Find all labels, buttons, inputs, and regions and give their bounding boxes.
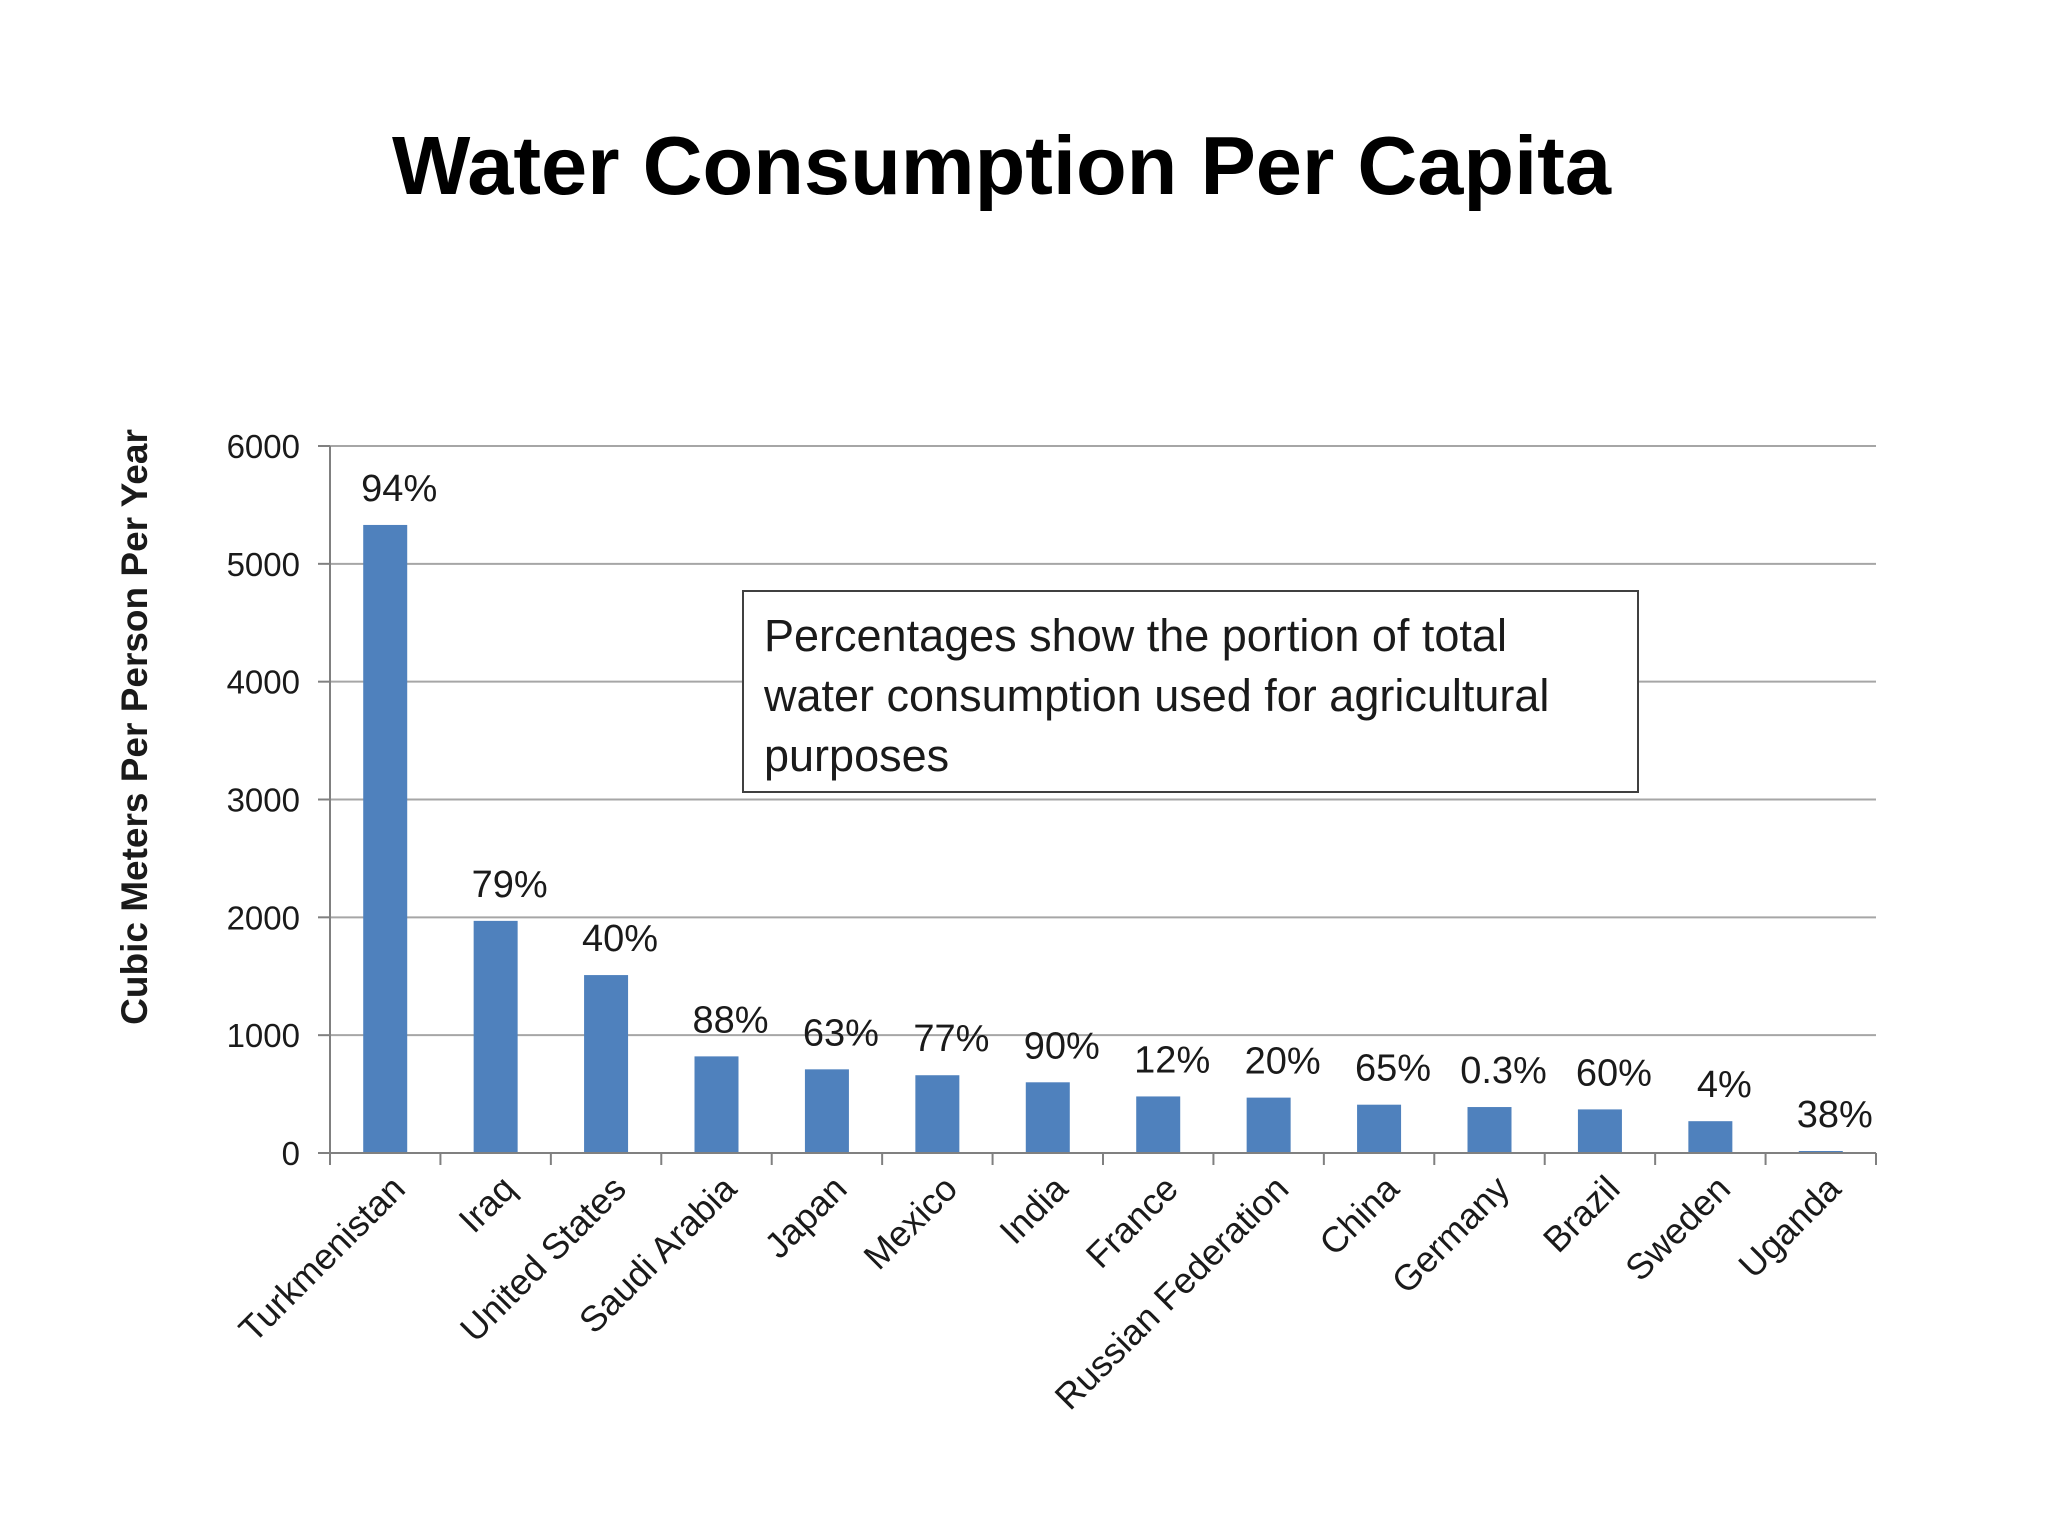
bar bbox=[1136, 1096, 1181, 1153]
y-tick-label: 0 bbox=[282, 1135, 300, 1172]
bar bbox=[1467, 1107, 1512, 1153]
x-tick-label: France bbox=[1078, 1168, 1186, 1276]
bar bbox=[363, 524, 408, 1153]
x-tick-label: Sweden bbox=[1617, 1168, 1738, 1289]
y-tick-label: 1000 bbox=[227, 1017, 300, 1054]
bar bbox=[1025, 1082, 1070, 1153]
y-tick-label: 3000 bbox=[227, 782, 300, 819]
y-tick-label: 2000 bbox=[227, 899, 300, 936]
annotation-text: Percentages show the portion of total wa… bbox=[764, 610, 1550, 781]
data-label: 90% bbox=[1024, 1025, 1100, 1067]
data-label: 40% bbox=[582, 918, 658, 960]
bar bbox=[584, 975, 629, 1153]
x-axis bbox=[329, 446, 1877, 1165]
bar bbox=[1577, 1109, 1622, 1153]
page-title: Water Consumption Per Capita bbox=[392, 119, 1611, 212]
bar bbox=[694, 1056, 739, 1153]
data-label: 65% bbox=[1355, 1048, 1431, 1090]
bar bbox=[1246, 1097, 1291, 1153]
data-label: 38% bbox=[1797, 1094, 1873, 1136]
y-axis-label: Cubic Meters Per Person Per Year bbox=[114, 429, 155, 1025]
data-label: 63% bbox=[803, 1012, 879, 1054]
x-tick-label: Brazil bbox=[1535, 1168, 1628, 1261]
x-tick-label: Iraq bbox=[450, 1168, 523, 1241]
bars bbox=[363, 524, 1843, 1153]
x-tick-label: India bbox=[991, 1167, 1076, 1252]
annotation-box: Percentages show the portion of total wa… bbox=[742, 590, 1639, 793]
y-tick-label: 4000 bbox=[227, 664, 300, 701]
y-tick-label: 5000 bbox=[227, 546, 300, 583]
x-tick-label: Uganda bbox=[1730, 1167, 1849, 1286]
bar bbox=[804, 1069, 849, 1153]
data-label: 77% bbox=[913, 1018, 989, 1060]
data-label: 94% bbox=[361, 468, 437, 510]
y-axis-ticks: 0 1000 2000 3000 4000 5000 6000 bbox=[227, 428, 330, 1172]
bar bbox=[915, 1075, 960, 1153]
x-tick-label: Mexico bbox=[855, 1168, 965, 1278]
data-label: 79% bbox=[472, 864, 548, 906]
x-tick-label: Japan bbox=[756, 1168, 854, 1266]
x-tick-label: China bbox=[1311, 1167, 1407, 1263]
data-labels: 94% 79% 40% 88% 63% 77% 90% 12% 20% 65% 0.3% 60% 4% 3… bbox=[361, 468, 1873, 1136]
data-label: 12% bbox=[1134, 1039, 1210, 1081]
y-tick-label: 6000 bbox=[227, 428, 300, 465]
x-tick-label: Germany bbox=[1383, 1168, 1517, 1302]
data-label: 0.3% bbox=[1460, 1050, 1547, 1092]
bar bbox=[1357, 1104, 1402, 1153]
bar bbox=[1688, 1121, 1733, 1153]
data-label: 60% bbox=[1576, 1052, 1652, 1094]
data-label: 88% bbox=[692, 999, 768, 1041]
x-tick-label: Turkmenistan bbox=[231, 1168, 413, 1350]
data-label: 20% bbox=[1245, 1041, 1321, 1083]
data-label: 4% bbox=[1697, 1064, 1752, 1106]
bar bbox=[473, 920, 518, 1153]
